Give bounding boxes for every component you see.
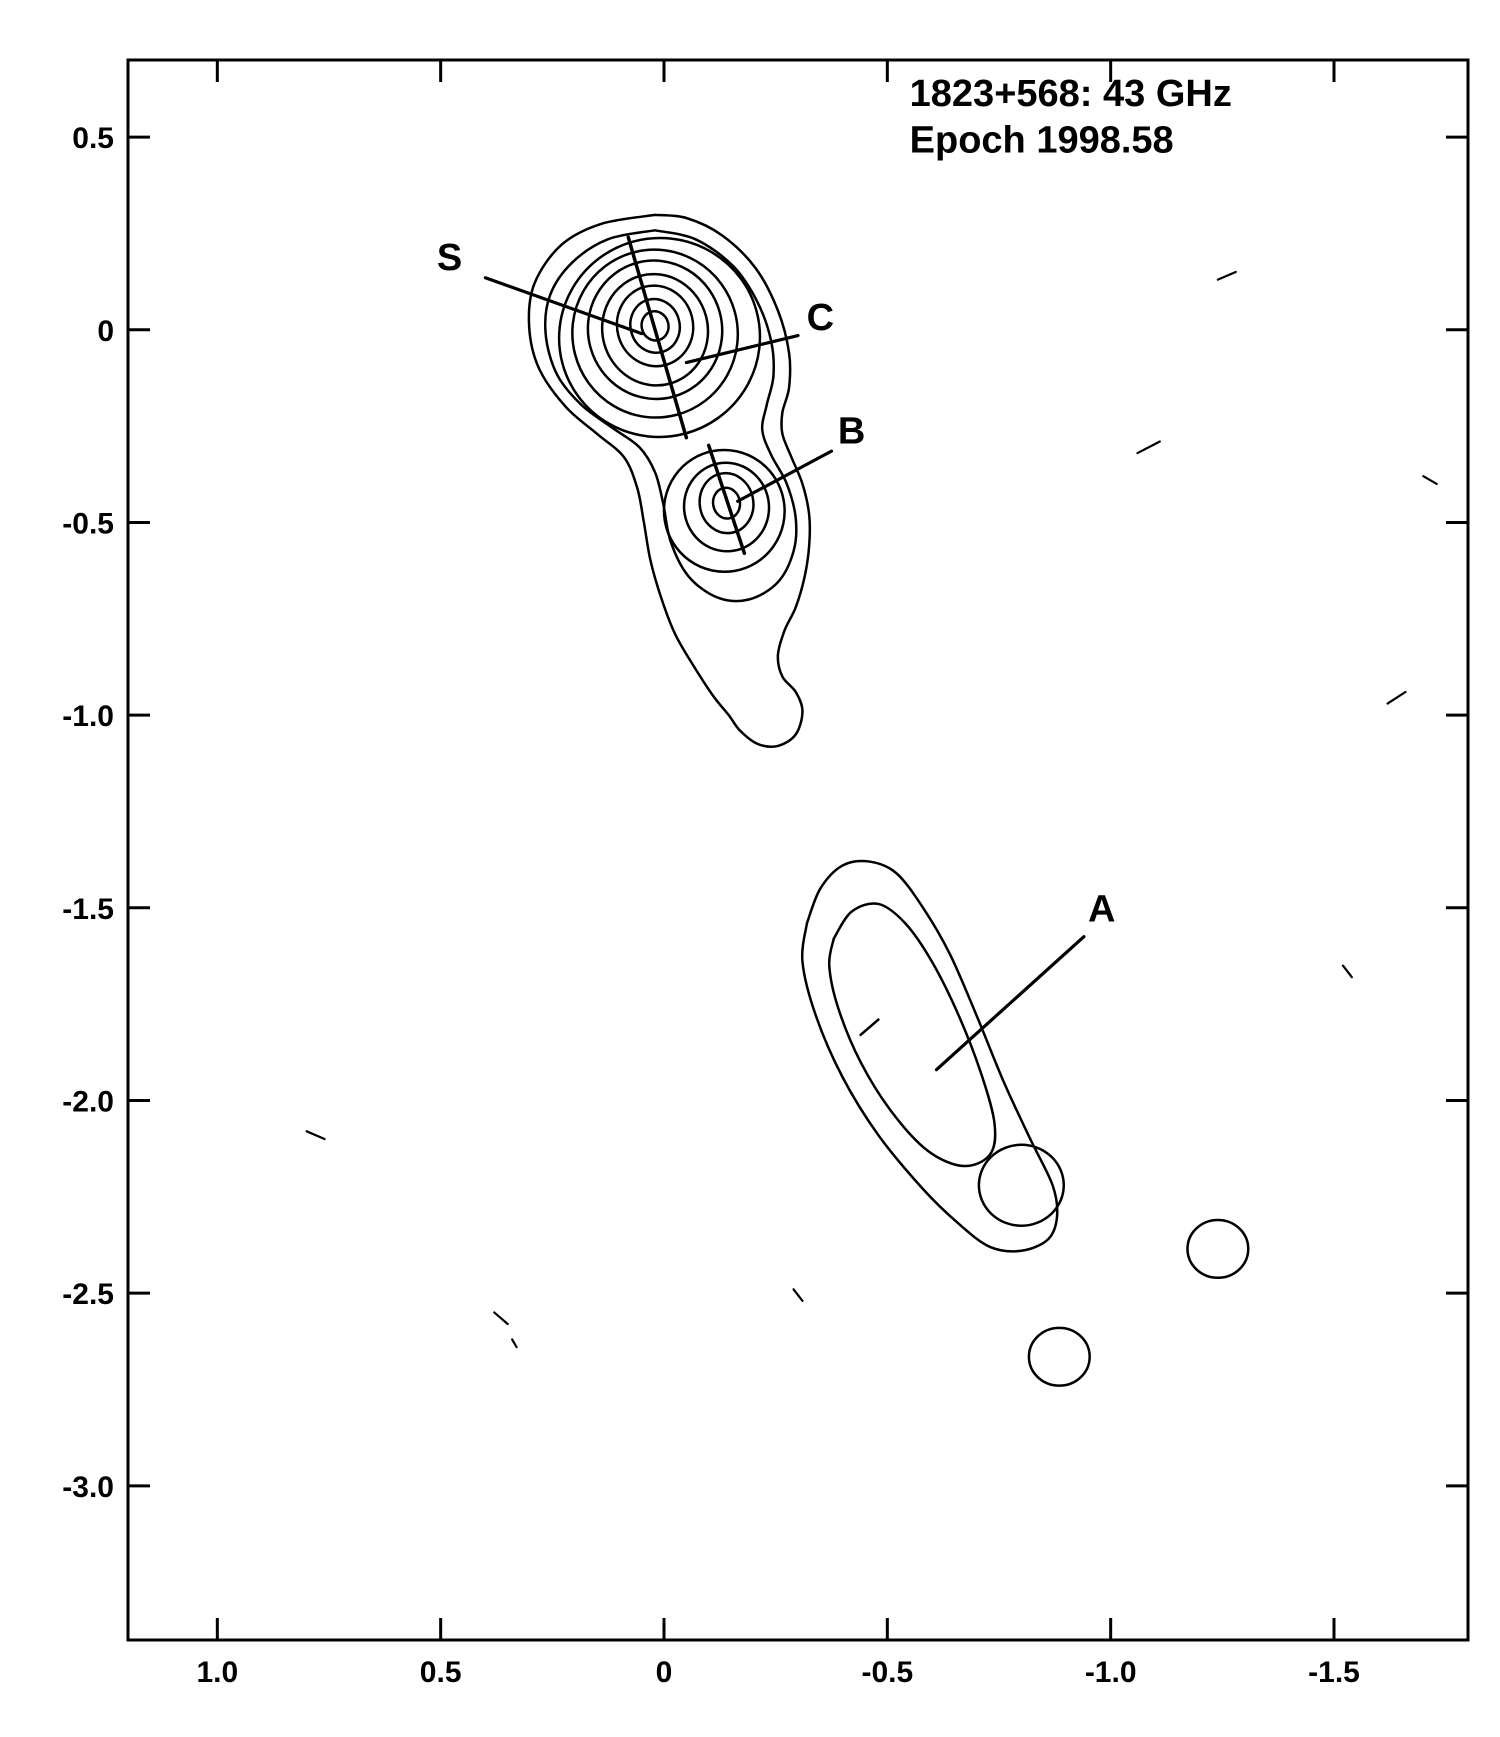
contour-outer-lowest — [529, 215, 810, 747]
small-blob-1 — [1029, 1328, 1090, 1386]
x-tick-label: -1.0 — [1085, 1656, 1137, 1689]
contour-a-outer — [802, 861, 1057, 1251]
noise-speck-4 — [307, 1131, 325, 1139]
y-tick-label: 0 — [97, 315, 114, 348]
leader-c — [686, 336, 798, 363]
noise-speck-1 — [1423, 476, 1436, 484]
label-b: B — [838, 410, 865, 452]
leader-a — [936, 937, 1083, 1070]
y-tick-label: -0.5 — [62, 507, 114, 540]
label-a: A — [1088, 888, 1115, 930]
mark-a — [861, 1020, 879, 1035]
label-c: C — [807, 297, 834, 339]
figure-container: 1.0 0.5 0 -0.5 -1.0 -1.5 0.5 0 -0.5 -1.0 -1.5 -2.0 -… — [0, 20, 1500, 1717]
leader-s — [485, 278, 641, 334]
y-tick-label: -2.0 — [62, 1085, 114, 1118]
x-tick-label: -0.5 — [861, 1656, 913, 1689]
contour-a-bump — [979, 1145, 1064, 1226]
contour-b-inner-2 — [677, 456, 776, 558]
small-blob-0 — [1187, 1220, 1248, 1278]
x-tick-label: 0 — [656, 1656, 673, 1689]
noise-speck-3 — [1388, 692, 1406, 704]
contour-a-inner — [829, 903, 995, 1166]
x-tick-label: 1.0 — [196, 1656, 238, 1689]
plot-title-line2: Epoch 1998.58 — [910, 119, 1174, 161]
y-tick-label: -1.5 — [62, 893, 114, 926]
x-tick-label: 0.5 — [420, 1656, 462, 1689]
contour-map-svg: 1.0 0.5 0 -0.5 -1.0 -1.5 0.5 0 -0.5 -1.0 -1.5 -2.0 -… — [0, 20, 1500, 1717]
y-tick-label: -2.5 — [62, 1278, 114, 1311]
noise-speck-5 — [794, 1289, 803, 1301]
noise-speck-2 — [1137, 442, 1159, 454]
plot-frame — [128, 60, 1468, 1640]
noise-speck-6 — [494, 1312, 507, 1324]
y-tick-label: -3.0 — [62, 1471, 114, 1504]
x-tick-label: -1.5 — [1308, 1656, 1360, 1689]
plot-title-line1: 1823+568: 43 GHz — [910, 73, 1232, 115]
noise-speck-7 — [512, 1339, 516, 1347]
y-tick-label: -1.0 — [62, 700, 114, 733]
noise-speck-0 — [1218, 272, 1236, 280]
noise-speck-8 — [1343, 966, 1352, 978]
y-tick-label: 0.5 — [72, 122, 114, 155]
leader-b — [738, 451, 832, 501]
label-s: S — [437, 237, 462, 279]
